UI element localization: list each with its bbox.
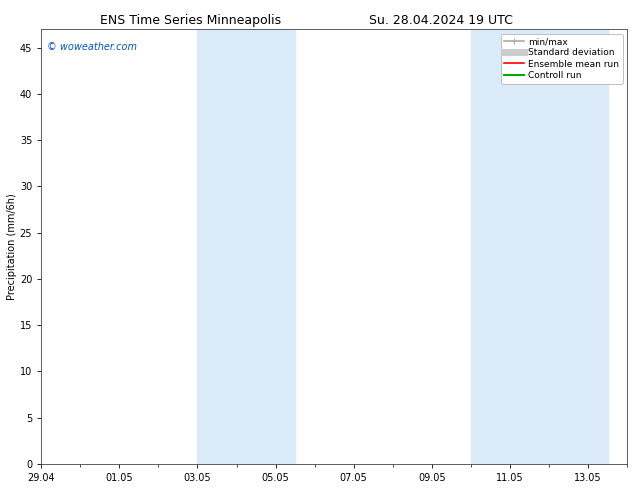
Text: ENS Time Series Minneapolis: ENS Time Series Minneapolis [100, 14, 281, 27]
Bar [197, 29, 295, 464]
Text: © woweather.com: © woweather.com [47, 42, 137, 52]
Legend: min/max, Standard deviation, Ensemble mean run, Controll run: min/max, Standard deviation, Ensemble me… [501, 33, 623, 83]
Text: Su. 28.04.2024 19 UTC: Su. 28.04.2024 19 UTC [369, 14, 512, 27]
Bar [471, 29, 607, 464]
Y-axis label: Precipitation (mm/6h): Precipitation (mm/6h) [7, 193, 17, 300]
